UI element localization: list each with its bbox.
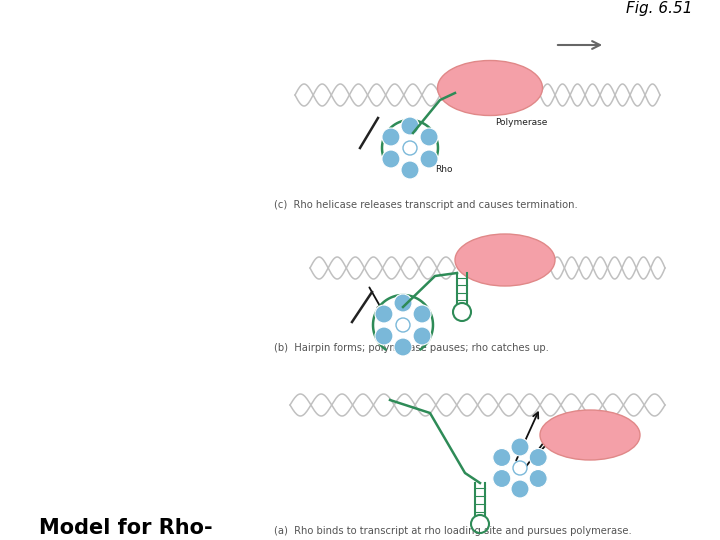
- Text: Fig. 6.51: Fig. 6.51: [626, 1, 693, 16]
- Text: Polymerase: Polymerase: [495, 118, 547, 127]
- Text: (c)  Rho helicase releases transcript and causes termination.: (c) Rho helicase releases transcript and…: [274, 200, 577, 210]
- Circle shape: [420, 128, 438, 146]
- Text: Rho: Rho: [435, 165, 452, 174]
- Ellipse shape: [438, 60, 542, 116]
- Circle shape: [396, 318, 410, 332]
- Circle shape: [420, 150, 438, 168]
- Text: (a)  Rho binds to transcript at rho loading site and pursues polymerase.: (a) Rho binds to transcript at rho loadi…: [274, 526, 631, 537]
- Circle shape: [492, 449, 510, 467]
- Circle shape: [401, 161, 419, 179]
- Circle shape: [529, 469, 547, 488]
- Circle shape: [394, 338, 412, 356]
- Circle shape: [513, 461, 527, 475]
- Circle shape: [529, 449, 547, 467]
- Circle shape: [382, 128, 400, 146]
- Circle shape: [401, 117, 419, 135]
- Text: Model for Rho-
dependent
transcription
termination in bacteria: Model for Rho- dependent transcription t…: [0, 518, 262, 540]
- Text: (b)  Hairpin forms; polymerase pauses; rho catches up.: (b) Hairpin forms; polymerase pauses; rh…: [274, 343, 549, 353]
- Ellipse shape: [540, 410, 640, 460]
- Circle shape: [382, 150, 400, 168]
- Circle shape: [413, 327, 431, 345]
- Circle shape: [511, 438, 529, 456]
- Circle shape: [375, 327, 393, 345]
- Circle shape: [413, 305, 431, 323]
- Circle shape: [511, 480, 529, 498]
- Circle shape: [394, 294, 412, 312]
- Circle shape: [403, 141, 417, 155]
- Ellipse shape: [455, 234, 555, 286]
- Circle shape: [375, 305, 393, 323]
- Circle shape: [492, 469, 510, 488]
